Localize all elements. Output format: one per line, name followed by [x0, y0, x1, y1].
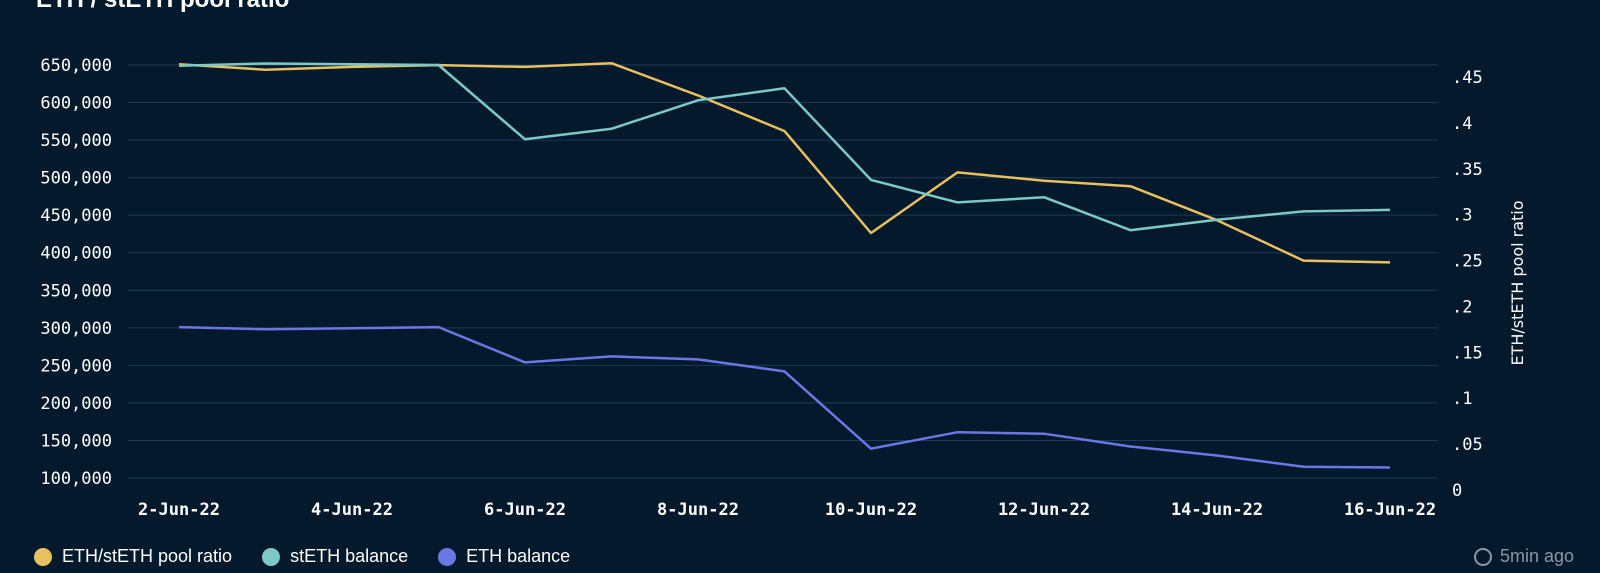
- left-tick-label: 300,000: [40, 319, 112, 339]
- freshness-label: 5min ago: [1499, 546, 1574, 566]
- right-tick-label: .45: [1452, 68, 1483, 88]
- left-tick-label: 600,000: [40, 94, 112, 114]
- left-tick-label: 550,000: [40, 131, 112, 151]
- right-tick-label: .25: [1452, 252, 1483, 272]
- right-tick-label: .4: [1452, 114, 1472, 134]
- legend-item-eth-balance[interactable]: ETH balance: [438, 546, 570, 567]
- x-axis-ticks: 2-Jun-22 4-Jun-22 6-Jun-22 8-Jun-22 10-Jun-2…: [138, 500, 1436, 520]
- legend-item-pool-ratio[interactable]: ETH/stETH pool ratio: [34, 546, 232, 567]
- x-tick-label: 10-Jun-22: [825, 500, 917, 520]
- right-tick-label: .2: [1452, 297, 1472, 317]
- x-tick-label: 2-Jun-22: [138, 500, 220, 520]
- series-lines: [178, 61, 1391, 469]
- right-axis-label: ETH/stETH pool ratio: [1508, 200, 1527, 365]
- legend-label-eth-balance: ETH balance: [466, 546, 571, 566]
- left-axis-ticks: 100,000 150,000 200,000 250,000 300,000 350,0…: [40, 56, 112, 489]
- left-tick-label: 250,000: [40, 356, 112, 376]
- right-axis-ticks: 0 .05 .1 .15 .2 .25 .3 .35 .4 .45: [1452, 68, 1483, 501]
- x-tick-label: 4-Jun-22: [311, 500, 393, 520]
- right-tick-label: .35: [1452, 160, 1483, 180]
- x-tick-label: 16-Jun-22: [1344, 500, 1436, 520]
- clock-icon: [1473, 547, 1492, 566]
- x-tick-label: 8-Jun-22: [657, 500, 739, 520]
- line-chart: 100,000 150,000 200,000 250,000 300,000 350,0…: [40, 56, 1527, 520]
- right-tick-label: 0: [1452, 481, 1462, 501]
- data-freshness: 5min ago: [1473, 546, 1574, 567]
- legend-dot-steth-balance: [262, 547, 281, 566]
- legend-label-pool-ratio: ETH/stETH pool ratio: [62, 546, 233, 566]
- right-tick-label: .05: [1452, 435, 1483, 455]
- left-tick-label: 450,000: [40, 206, 112, 226]
- left-tick-label: 100,000: [40, 469, 112, 489]
- legend-label-steth-balance: stETH balance: [290, 546, 409, 566]
- legend-dot-pool-ratio: [34, 547, 52, 566]
- left-tick-label: 350,000: [40, 281, 112, 301]
- chart-legend: ETH/stETH pool ratio stETH balance ETH b…: [34, 546, 570, 567]
- right-tick-label: .15: [1452, 343, 1483, 363]
- right-tick-label: .3: [1452, 206, 1472, 226]
- legend-item-steth-balance[interactable]: stETH balance: [262, 546, 408, 567]
- left-tick-label: 650,000: [40, 56, 112, 76]
- left-tick-label: 200,000: [40, 394, 112, 414]
- x-tick-label: 14-Jun-22: [1171, 500, 1263, 520]
- left-tick-label: 500,000: [40, 169, 112, 189]
- left-tick-label: 400,000: [40, 244, 112, 264]
- right-tick-label: .1: [1452, 389, 1472, 409]
- series-line-eth-balance: [178, 325, 1391, 469]
- x-tick-label: 6-Jun-22: [484, 500, 566, 520]
- grid-lines: [128, 64, 1438, 479]
- x-tick-label: 12-Jun-22: [998, 500, 1090, 520]
- legend-dot-eth-balance: [438, 547, 457, 566]
- series-line-eth-steth-pool-ratio: [178, 61, 1391, 264]
- series-line-steth-balance: [178, 62, 1391, 232]
- left-tick-label: 150,000: [40, 431, 112, 451]
- chart-title: ETH / stETH pool ratio: [36, 0, 289, 14]
